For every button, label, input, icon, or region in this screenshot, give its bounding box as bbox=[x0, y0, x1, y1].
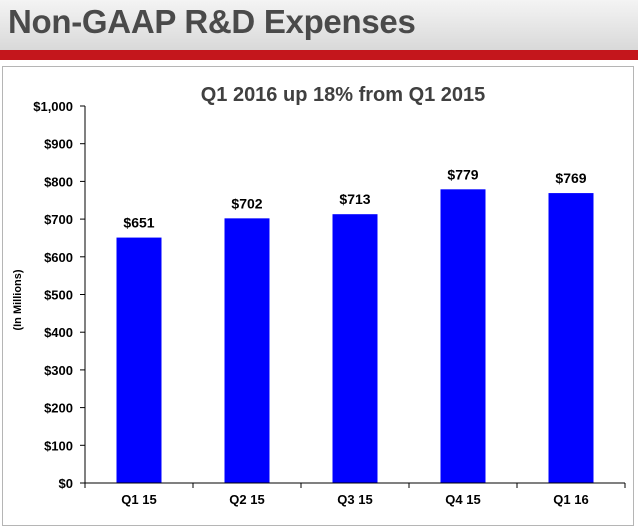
y-tick-label: $500 bbox=[44, 288, 73, 303]
chart-subtitle: Q1 2016 up 18% from Q1 2015 bbox=[201, 84, 486, 106]
bar bbox=[116, 237, 162, 483]
x-tick-label: Q1 16 bbox=[553, 492, 588, 507]
x-tick-label: Q2 15 bbox=[229, 492, 264, 507]
x-axis: Q1 15 Q2 15 Q3 15 Q4 15 Q1 16 bbox=[84, 482, 626, 507]
data-label: $779 bbox=[447, 166, 478, 182]
y-tick-label: $100 bbox=[44, 438, 73, 453]
accent-divider bbox=[0, 50, 638, 60]
y-tick-label: $200 bbox=[44, 401, 73, 416]
data-label: $769 bbox=[555, 170, 586, 186]
page-title: Non-GAAP R&D Expenses bbox=[8, 3, 416, 40]
bars: $651 $702 $713 $779 $769 bbox=[116, 166, 594, 483]
y-tick-label: $800 bbox=[44, 174, 73, 189]
data-label: $702 bbox=[231, 195, 262, 211]
y-tick-label: $700 bbox=[44, 212, 73, 227]
y-axis-label: (In Millions) bbox=[12, 269, 24, 330]
y-tick-label: $900 bbox=[44, 137, 73, 152]
data-label: $713 bbox=[339, 191, 370, 207]
bar bbox=[548, 193, 594, 483]
title-bar: Non-GAAP R&D Expenses bbox=[0, 0, 638, 50]
y-tick-label: $1,000 bbox=[33, 99, 73, 114]
chart-panel bbox=[2, 66, 634, 526]
x-tick-label: Q3 15 bbox=[337, 492, 372, 507]
x-tick-label: Q1 15 bbox=[121, 492, 156, 507]
y-axis: $0 $100 $200 $300 $400 $500 $600 $700 $800 $900 $1… bbox=[33, 99, 86, 491]
bar bbox=[332, 214, 378, 483]
bar bbox=[224, 218, 270, 483]
x-tick-label: Q4 15 bbox=[445, 492, 480, 507]
y-tick-label: $0 bbox=[59, 476, 73, 491]
y-tick-label: $600 bbox=[44, 250, 73, 265]
bar bbox=[440, 189, 486, 483]
y-tick-label: $400 bbox=[44, 325, 73, 340]
data-label: $651 bbox=[123, 215, 154, 231]
y-tick-label: $300 bbox=[44, 363, 73, 378]
